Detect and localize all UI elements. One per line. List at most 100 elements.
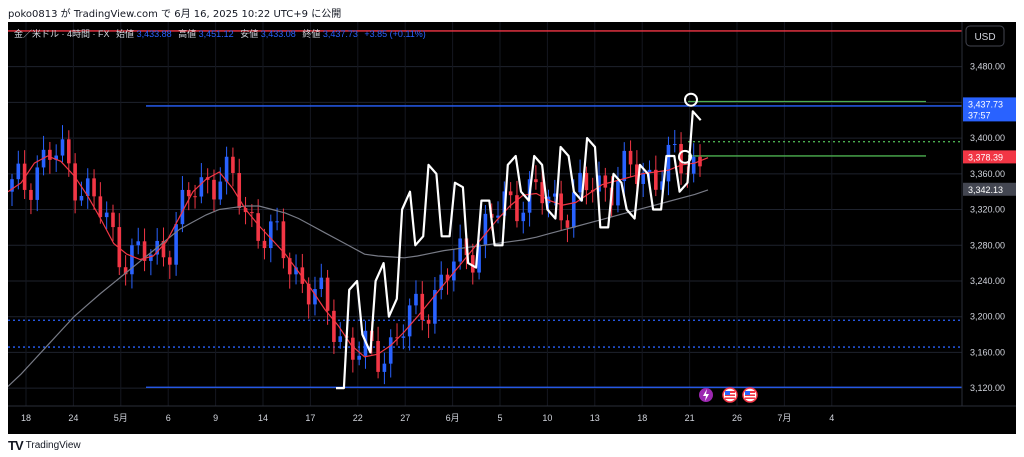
candle-body <box>388 337 393 364</box>
price-chart[interactable]: 金／米ドル · 4時間 · FX 始値 3,433.88 高値 3,451.12… <box>8 22 1016 434</box>
ma-fast-line <box>8 155 709 358</box>
candle-body <box>104 212 109 218</box>
footer: TV TradingView <box>8 437 81 453</box>
candle-body <box>193 196 197 198</box>
candle-body <box>268 221 273 249</box>
candle-body <box>319 277 324 290</box>
event-icons[interactable] <box>699 387 758 403</box>
x-tick-label: 5 <box>497 413 502 423</box>
flag-stripe-white <box>745 396 755 398</box>
candle-body <box>628 150 633 165</box>
horizontal-levels <box>8 30 962 388</box>
candle-body <box>433 290 437 324</box>
legend-open: 3,433.88 <box>137 29 172 39</box>
marker-circle <box>678 149 692 164</box>
publish-line: poko0813 が TradingView.com で 6月 16, 2025… <box>8 9 342 20</box>
candle-body <box>67 139 71 164</box>
x-tick-label: 5月 <box>114 413 128 423</box>
candle-body <box>174 224 178 265</box>
currency-label: USD <box>974 32 995 43</box>
candle-body <box>616 181 620 206</box>
candle-body <box>16 163 21 180</box>
candle-body <box>439 274 444 291</box>
x-tick-label: 17 <box>305 413 315 423</box>
legend-low: 3,433.08 <box>261 29 296 39</box>
time-scale[interactable]: 18 24 5月 6 9 14 17 22 27 6月 5 10 13 18 21 26 7月 4 <box>21 413 834 423</box>
candle-body <box>521 212 526 222</box>
marker-circle <box>684 92 698 107</box>
candle-body <box>85 178 90 196</box>
candle-body <box>395 337 399 339</box>
legend: 金／米ドル · 4時間 · FX 始値 3,433.88 高値 3,451.12… <box>14 28 426 39</box>
x-tick-label: 9 <box>213 413 218 423</box>
x-tick-label: 26 <box>732 413 742 423</box>
candle-body <box>382 363 387 372</box>
candle-body <box>571 192 576 228</box>
candle-body <box>262 240 267 249</box>
candle-body <box>584 172 589 191</box>
candle-body <box>136 241 141 246</box>
candle-body <box>275 221 279 223</box>
x-tick-label: 6 <box>166 413 171 423</box>
candle-body <box>231 156 235 173</box>
candle-body <box>281 221 286 259</box>
lightning-glyph <box>703 389 709 401</box>
candle-body <box>256 213 260 241</box>
y-tick-label: 3,240.00 <box>970 276 1005 286</box>
candle-body <box>338 336 343 342</box>
candle-body <box>111 212 115 228</box>
candle-body <box>294 267 298 275</box>
candle-body <box>79 195 84 201</box>
price-label-ma-fast: 3,378.39 <box>968 152 1003 162</box>
y-tick-label: 3,400.00 <box>970 133 1005 143</box>
candle-body <box>483 213 488 245</box>
candle-body <box>212 179 216 200</box>
candle-body <box>332 310 336 342</box>
candle-body <box>357 355 361 360</box>
currency-button[interactable]: USD <box>965 25 1005 47</box>
ma-slow-line <box>8 189 709 387</box>
candle-body <box>130 245 134 275</box>
legend-close-label: 終値 <box>302 28 320 39</box>
x-tick-label: 13 <box>590 413 600 423</box>
x-tick-label: 27 <box>400 413 410 423</box>
candle-body <box>73 163 77 201</box>
legend-close: 3,437.73 <box>323 29 358 39</box>
candle-body <box>161 240 166 258</box>
zigzag-price-line <box>336 110 702 390</box>
candle-body <box>597 175 601 192</box>
candle-body <box>420 293 425 320</box>
candle-body <box>508 191 513 196</box>
candle-body <box>660 181 664 190</box>
candle-body <box>407 305 412 337</box>
candle-body <box>672 143 677 145</box>
price-label-bg <box>963 150 1016 164</box>
tradingview-logo-icon: TV <box>8 437 24 453</box>
series-lines <box>8 110 709 390</box>
candle-body <box>224 156 229 182</box>
candle-body <box>54 155 58 160</box>
x-tick-label: 22 <box>353 413 363 423</box>
candle-body <box>691 156 696 174</box>
candle-body <box>565 220 570 228</box>
candle-body <box>622 150 627 182</box>
candle-body <box>470 255 475 273</box>
candle-body <box>351 337 355 360</box>
flag-canton <box>725 391 730 395</box>
candle-body <box>313 289 317 305</box>
price-label-last: 3,437.73 <box>968 99 1003 109</box>
candle-body <box>117 227 122 268</box>
candle-body <box>654 169 658 190</box>
candle-body <box>287 258 292 275</box>
candle-body <box>458 238 462 262</box>
candle-body <box>48 149 52 160</box>
chart-background <box>8 22 1016 434</box>
price-label-ma-slow: 3,342.13 <box>968 185 1003 195</box>
candle-body <box>578 172 582 193</box>
candle-body <box>10 179 14 192</box>
candle-body <box>679 143 683 174</box>
y-tick-label: 3,160.00 <box>970 347 1005 357</box>
legend-high: 3,451.12 <box>199 29 234 39</box>
candle-body <box>149 254 153 261</box>
candle-body <box>534 179 538 183</box>
